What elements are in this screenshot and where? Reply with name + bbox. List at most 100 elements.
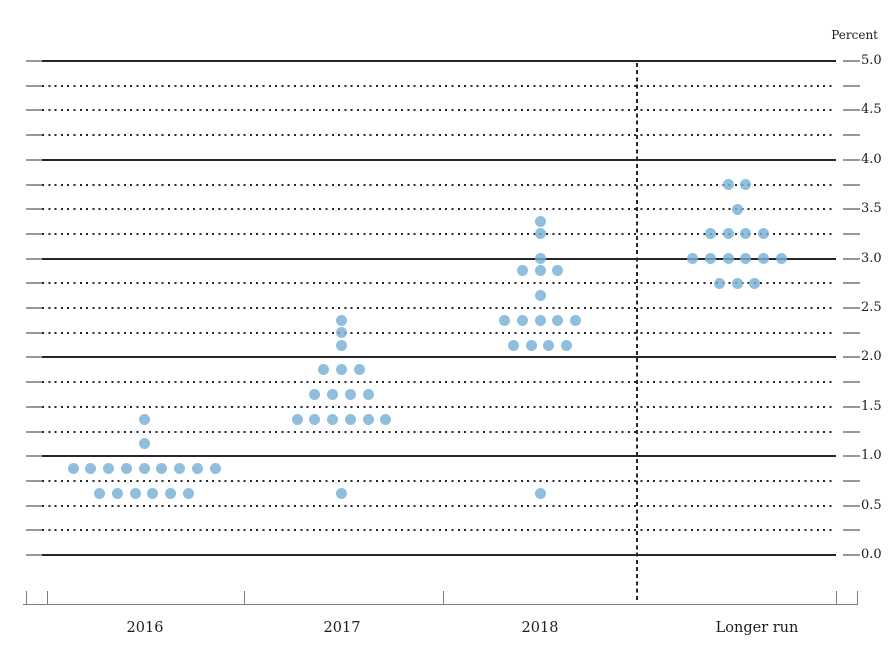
projection-dot-2016-0.625 [111, 487, 123, 499]
projection-dot-longer-run-3 [758, 253, 770, 265]
x-axis-label-2018: 2018 [521, 620, 559, 636]
projection-dot-2017-1.875 [318, 364, 330, 376]
gridline-stub-left [26, 232, 42, 235]
gridline-stub-left [26, 257, 42, 260]
y-axis-label-3.0: 3.0 [861, 250, 882, 266]
projection-dot-2016-1.125 [138, 438, 150, 450]
x-axis-tick-5 [857, 591, 859, 604]
gridline-stub-left [26, 356, 42, 359]
gridline-3.50 [42, 208, 836, 211]
projection-dot-2016-0.875 [138, 463, 150, 475]
projection-dot-2017-1.375 [362, 413, 374, 425]
projection-dot-longer-run-3.75 [722, 179, 734, 190]
gridline-0.25 [42, 529, 836, 532]
gridline-stub-left [26, 479, 42, 482]
gridline-stub-right [843, 232, 860, 235]
gridline-stub-right [843, 331, 860, 334]
gridline-stub-right [843, 479, 860, 482]
gridline-4.00 [42, 158, 836, 161]
gridline-2.25 [42, 331, 836, 334]
gridline-stub-right [843, 554, 860, 556]
gridline-stub-left [26, 134, 42, 137]
projection-dot-2016-0.875 [67, 463, 79, 475]
projection-dot-2016-1.375 [138, 413, 150, 425]
x-axis-label-2017: 2017 [323, 620, 361, 636]
projection-dot-2018-2.125 [525, 339, 537, 351]
x-axis-tick-4 [836, 591, 838, 604]
gridline-stub-left [26, 504, 42, 507]
y-axis-label-2.0: 2.0 [861, 349, 882, 365]
projection-dot-longer-run-3.25 [722, 228, 734, 240]
projection-dot-2018-2.875 [552, 265, 564, 277]
projection-dot-2016-0.625 [147, 487, 159, 499]
gridline-1.75 [42, 381, 836, 384]
gridline-stub-right [843, 208, 860, 211]
projection-dot-longer-run-3.5 [731, 203, 743, 215]
projection-dot-2017-2.375 [336, 314, 347, 326]
gridline-stub-left [26, 208, 42, 211]
gridline-0.75 [42, 479, 836, 482]
projection-dot-2016-0.875 [156, 463, 168, 475]
longer-run-separator-line [636, 63, 638, 601]
projection-dot-2018-2.875 [534, 265, 546, 277]
projection-dot-2018-2.125 [543, 339, 555, 351]
projection-dot-2016-0.875 [85, 463, 97, 475]
projection-dot-2018-2.375 [499, 314, 510, 326]
projection-dot-2016-0.625 [182, 487, 194, 499]
gridline-1.50 [42, 405, 836, 408]
projection-dot-longer-run-3.25 [758, 228, 770, 240]
projection-dot-2017-1.625 [362, 388, 374, 400]
gridline-5.00 [42, 60, 836, 62]
y-axis-label-1.0: 1.0 [861, 448, 882, 464]
projection-dot-longer-run-3 [722, 253, 734, 265]
gridline-stub-right [843, 356, 860, 359]
y-axis-label-1.5: 1.5 [861, 398, 882, 414]
gridline-4.25 [42, 134, 836, 137]
projection-dot-2016-0.875 [120, 463, 132, 475]
projection-dot-2016-0.625 [129, 487, 141, 499]
x-axis-tick-2 [244, 591, 246, 604]
gridline-1.00 [42, 455, 836, 458]
projection-dot-longer-run-2.75 [749, 277, 761, 289]
gridline-stub-left [26, 331, 42, 334]
projection-dot-2016-0.875 [191, 463, 203, 475]
gridline-0.00 [42, 554, 836, 556]
gridline-2.50 [42, 307, 836, 309]
projection-dot-2016-0.875 [209, 463, 221, 475]
gridline-stub-right [843, 504, 860, 507]
projection-dot-2017-1.875 [336, 364, 347, 376]
x-axis-label-2016: 2016 [126, 620, 164, 636]
x-axis-label-longer-run: Longer run [715, 620, 799, 636]
gridline-stub-left [26, 455, 42, 458]
gridline-stub-right [843, 183, 860, 186]
projection-dot-longer-run-2.75 [713, 277, 725, 289]
gridline-stub-left [26, 554, 42, 556]
projection-dot-2018-2.375 [534, 314, 546, 326]
gridline-2.00 [42, 356, 836, 359]
projection-dot-2018-2.125 [561, 339, 573, 351]
gridline-stub-right [843, 84, 860, 87]
gridline-4.50 [42, 109, 836, 112]
gridline-stub-right [843, 430, 860, 433]
gridline-stub-right [843, 405, 860, 408]
y-axis-label-4.0: 4.0 [861, 151, 882, 167]
projection-dot-2018-3 [534, 253, 546, 265]
gridline-stub-right [843, 455, 860, 458]
projection-dot-2018-2.375 [552, 314, 564, 326]
gridline-1.25 [42, 430, 836, 433]
projection-dot-longer-run-3 [687, 253, 699, 265]
gridline-stub-right [843, 282, 860, 285]
y-axis-label-0.0: 0.0 [861, 547, 882, 562]
projection-dot-2017-1.375 [309, 413, 321, 425]
gridline-stub-left [26, 109, 42, 112]
x-axis-tick-3 [443, 591, 445, 604]
gridline-stub-left [26, 381, 42, 384]
gridline-stub-right [843, 257, 860, 260]
y-axis-label-4.5: 4.5 [861, 102, 882, 118]
gridline-stub-right [843, 381, 860, 384]
projection-dot-2017-0.625 [336, 487, 347, 499]
gridline-4.75 [42, 84, 836, 87]
gridline-3.75 [42, 183, 836, 186]
gridline-stub-left [26, 282, 42, 285]
